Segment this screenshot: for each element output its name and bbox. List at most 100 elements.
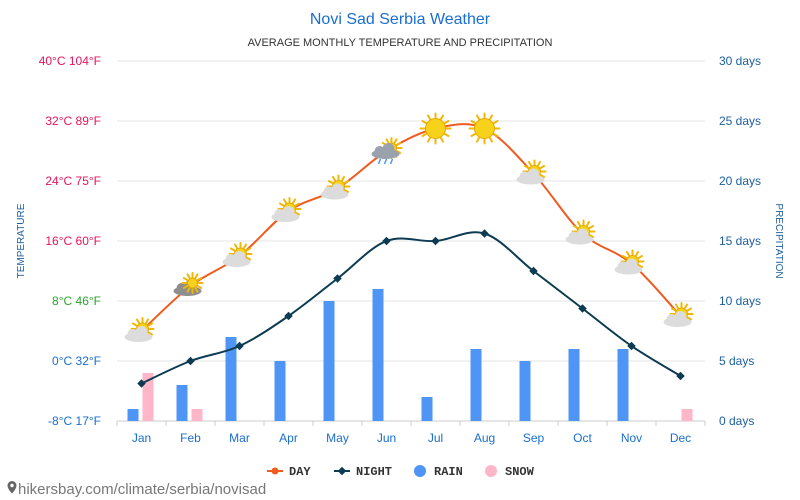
rain-bar <box>617 349 629 421</box>
sun-disc <box>474 118 495 139</box>
legend-item-rain[interactable]: RAIN <box>414 465 463 479</box>
x-tick-label: Jan <box>132 431 151 445</box>
rain-bar <box>568 349 580 421</box>
left-tick-label: 0°C 32°F <box>52 354 101 368</box>
legend-label: DAY <box>289 465 311 479</box>
precipitation-bars <box>127 289 693 421</box>
chart-title: Novi Sad Serbia Weather <box>310 11 491 28</box>
rain-bar <box>519 361 531 421</box>
rain-drops <box>377 158 394 165</box>
night-point <box>284 311 293 321</box>
cloud <box>222 251 251 267</box>
sun-cloud-icon <box>614 249 645 275</box>
snow-bar <box>142 373 154 421</box>
rain-bar <box>372 289 384 421</box>
night-point <box>676 371 685 381</box>
sun-disc <box>187 277 198 289</box>
left-axis-label: TEMPERATURE <box>16 203 27 278</box>
x-tick-label: May <box>326 431 349 445</box>
left-tick-label: -8°C 17°F <box>48 414 101 428</box>
left-tick-label: 24°C 75°F <box>45 174 101 188</box>
left-tick-label: 16°C 60°F <box>45 234 101 248</box>
sun-rays <box>419 112 452 145</box>
rain-bar <box>225 337 237 421</box>
x-tick-label: Jun <box>377 431 396 445</box>
left-tick-label: 32°C 89°F <box>45 114 101 128</box>
cloud <box>371 143 400 159</box>
temperature-lines <box>137 123 685 388</box>
map-pin-icon <box>7 481 17 494</box>
x-tick-label: Nov <box>621 431 642 445</box>
sun-cloud-icon <box>663 302 694 327</box>
right-tick-label: 25 days <box>719 114 761 128</box>
right-axis-ticks: 30 days 25 days 20 days 15 days 10 days 5 day… <box>719 54 761 428</box>
sun-icon <box>419 112 452 145</box>
sun-icon <box>468 112 501 145</box>
sun-rays <box>620 249 645 274</box>
rain-bar <box>323 301 335 421</box>
x-axis-ticks: Jan Feb Mar Apr May Jun Jul Aug Sep Oct Nov Dec <box>116 421 706 445</box>
right-tick-label: 0 days <box>719 414 754 428</box>
sun-cloud-icon <box>516 159 547 185</box>
sun-rays <box>468 112 501 145</box>
rain-bar <box>470 349 482 421</box>
sun-cloud-icon <box>271 197 302 222</box>
x-tick-label: Dec <box>670 431 691 445</box>
night-point <box>578 304 587 313</box>
x-tick-label: Mar <box>229 431 250 445</box>
cloud-rain-icon <box>371 137 403 165</box>
cloud <box>516 168 545 185</box>
night-point <box>627 341 636 351</box>
sun-cloud-icon <box>222 242 253 267</box>
cloud <box>124 326 153 342</box>
sun-cloud-icon <box>320 174 351 200</box>
legend-label: SNOW <box>505 465 535 479</box>
sun-rays <box>181 272 204 294</box>
right-tick-label: 10 days <box>719 294 761 308</box>
x-tick-label: Jul <box>428 431 443 445</box>
cloud-sun-icon <box>173 272 204 296</box>
sun-disc <box>425 118 446 139</box>
legend-label: NIGHT <box>356 465 392 479</box>
night-point <box>480 229 489 238</box>
right-tick-label: 20 days <box>719 174 761 188</box>
x-tick-label: Apr <box>279 431 298 445</box>
legend-item-night[interactable]: NIGHT <box>334 465 392 479</box>
footer-url[interactable]: hikersbay.com/climate/serbia/novisad <box>18 481 266 498</box>
right-tick-label: 5 days <box>719 354 754 368</box>
x-tick-label: Feb <box>180 431 201 445</box>
chart-subtitle: AVERAGE MONTHLY TEMPERATURE AND PRECIPIT… <box>248 37 553 49</box>
cloud <box>320 183 349 200</box>
left-axis-ticks: 40°C 104°F 32°C 89°F 24°C 75°F 16°C 60°F 8°C… <box>39 54 101 428</box>
weather-icons <box>124 112 694 342</box>
legend[interactable]: DAY NIGHT RAIN SNOW <box>267 465 535 479</box>
night-point <box>333 274 342 283</box>
x-tick-label: Sep <box>523 431 545 445</box>
grid-lines <box>117 60 705 422</box>
day-temperature-line <box>140 123 682 332</box>
cloud <box>663 311 692 327</box>
night-point <box>235 341 244 351</box>
night-point <box>431 236 440 246</box>
sun-cloud-icon <box>124 317 155 342</box>
right-axis-label: PRECIPITATION <box>773 203 784 278</box>
left-tick-label: 40°C 104°F <box>39 54 101 68</box>
x-tick-label: Aug <box>474 431 495 445</box>
x-tick-label: Oct <box>573 431 592 445</box>
snow-bar <box>681 409 693 421</box>
cloud <box>614 258 643 275</box>
right-tick-label: 30 days <box>719 54 761 68</box>
legend-item-snow[interactable]: SNOW <box>485 465 535 479</box>
legend-item-day[interactable]: DAY <box>267 465 311 479</box>
night-point <box>137 379 146 388</box>
snow-bar <box>191 409 203 421</box>
night-point <box>382 236 391 246</box>
legend-label: RAIN <box>434 465 463 479</box>
night-temperature-line <box>141 231 682 385</box>
rain-bar <box>421 397 433 421</box>
footer[interactable]: hikersbay.com/climate/serbia/novisad <box>7 481 266 498</box>
night-point <box>186 356 195 366</box>
sun-cloud-icon <box>565 219 596 245</box>
rain-bar <box>274 361 286 421</box>
